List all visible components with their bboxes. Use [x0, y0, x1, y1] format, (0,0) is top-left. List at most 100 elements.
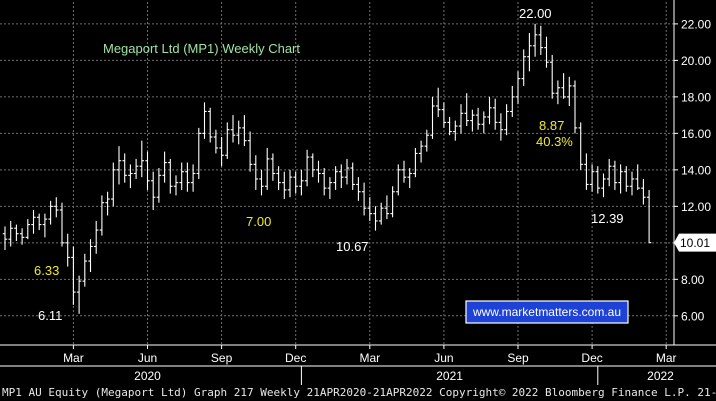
x-month-label: Dec: [581, 351, 602, 365]
ohlc-bar: [48, 200, 53, 225]
ohlc-bar: [219, 137, 224, 167]
y-tick-label: 12.00: [681, 200, 711, 214]
ohlc-bar: [31, 209, 36, 234]
ohlc-bar: [612, 160, 618, 190]
ohlc-bar: [156, 168, 162, 203]
price-bars: [2, 23, 652, 314]
annotation-label: 6.33: [34, 263, 59, 278]
ohlc-bar: [447, 116, 452, 136]
x-month-label: Mar: [656, 351, 677, 365]
ohlc-bar: [299, 169, 304, 196]
ohlc-bar: [25, 219, 30, 240]
ohlc-bar: [629, 171, 635, 196]
ohlc-bar: [356, 177, 361, 201]
ohlc-bar: [430, 96, 435, 139]
ohlc-bar: [618, 164, 623, 194]
ohlc-bar: [8, 220, 13, 247]
ohlc-bar: [527, 33, 532, 72]
footer-bar: MP1 AU Equity (Megaport Ltd) Graph 217 W…: [0, 385, 716, 401]
ohlc-bar: [145, 151, 150, 190]
annotation-label: 6.11: [38, 308, 62, 323]
ohlc-bar: [322, 168, 327, 196]
ohlc-bar: [82, 253, 87, 287]
ohlc-bar: [76, 275, 82, 314]
axes: [0, 0, 716, 385]
price-chart: 6.008.0010.0012.0014.0016.0018.0020.0022…: [0, 0, 716, 385]
ohlc-bar: [2, 226, 8, 251]
ohlc-bar: [293, 171, 298, 194]
ohlc-bar: [344, 158, 350, 185]
ohlc-bar: [139, 140, 144, 178]
ohlc-bar: [270, 153, 276, 181]
ohlc-bar: [162, 151, 167, 183]
ohlc-bar: [304, 149, 310, 187]
x-month-label: Jun: [138, 351, 157, 365]
ohlc-bar: [458, 104, 464, 134]
ohlc-bar: [42, 213, 48, 238]
ohlc-bar: [561, 73, 566, 99]
ohlc-bar: [276, 166, 281, 190]
ohlc-bar: [470, 109, 475, 132]
ohlc-bar: [282, 171, 287, 200]
ohlc-bar: [105, 191, 110, 216]
ohlc-bar: [532, 23, 538, 57]
x-month-label: Sep: [211, 351, 233, 365]
ohlc-bar: [208, 107, 213, 143]
ohlc-bar: [555, 80, 561, 105]
ohlc-bar: [196, 127, 201, 179]
last-price-tag-shape: [674, 233, 716, 252]
ohlc-bar: [316, 160, 321, 183]
ohlc-bar: [202, 102, 207, 139]
annotations: 6.33 6.11 7.00 10.67 8.87 40.3% 22.00 12…: [34, 6, 624, 323]
ohlc-bar: [116, 146, 122, 185]
y-tick-label: 16.00: [681, 127, 711, 141]
ohlc-bar: [572, 80, 578, 134]
watermark-box: www.marketmatters.com.au: [465, 300, 629, 324]
ohlc-bar: [168, 158, 173, 194]
annotation-label: 10.67: [336, 239, 369, 254]
ohlc-bar: [350, 162, 355, 190]
ohlc-bar: [641, 178, 646, 205]
ohlc-bar: [265, 147, 270, 190]
ohlc-bar: [128, 164, 133, 189]
ohlc-bar: [236, 120, 241, 145]
y-tick-label: 22.00: [681, 17, 711, 31]
ohlc-bar: [133, 158, 139, 179]
ohlc-bar: [367, 197, 372, 221]
ohlc-bar: [99, 195, 105, 236]
ohlc-bar: [327, 177, 333, 200]
ohlc-bar: [333, 166, 338, 190]
ohlc-bar: [111, 162, 116, 207]
ohlc-bar: [589, 164, 595, 192]
ohlc-bar: [185, 162, 190, 192]
x-month-label: Jun: [434, 351, 453, 365]
ohlc-bar: [88, 239, 93, 273]
ohlc-bar: [475, 107, 481, 130]
ohlc-bar: [379, 202, 384, 225]
ohlc-bar: [498, 113, 504, 141]
ohlc-bar: [646, 189, 652, 244]
ohlc-bar: [242, 115, 247, 147]
ohlc-bar: [390, 186, 395, 218]
ohlc-bar: [37, 213, 42, 231]
ohlc-bar: [173, 175, 179, 196]
x-month-label: Mar: [359, 351, 380, 365]
ohlc-bar: [14, 224, 19, 242]
ohlc-bar: [538, 25, 543, 55]
last-price-label: 10.01: [680, 236, 710, 250]
annotation-label: 12.39: [591, 211, 624, 226]
ohlc-bar: [396, 164, 401, 196]
ohlc-bar: [481, 111, 486, 134]
ohlc-bar: [259, 169, 264, 196]
annotation-label: 8.87: [539, 118, 564, 133]
ohlc-bar: [601, 173, 606, 198]
watermark-background: [465, 300, 629, 324]
ohlc-bar: [567, 76, 572, 106]
ohlc-bar: [418, 140, 424, 163]
ohlc-bar: [607, 158, 612, 187]
ohlc-bar: [464, 93, 469, 127]
ohlc-bar: [361, 182, 367, 216]
ohlc-bar: [54, 197, 59, 218]
ohlc-bar: [59, 202, 65, 247]
ohlc-bar: [213, 129, 219, 154]
